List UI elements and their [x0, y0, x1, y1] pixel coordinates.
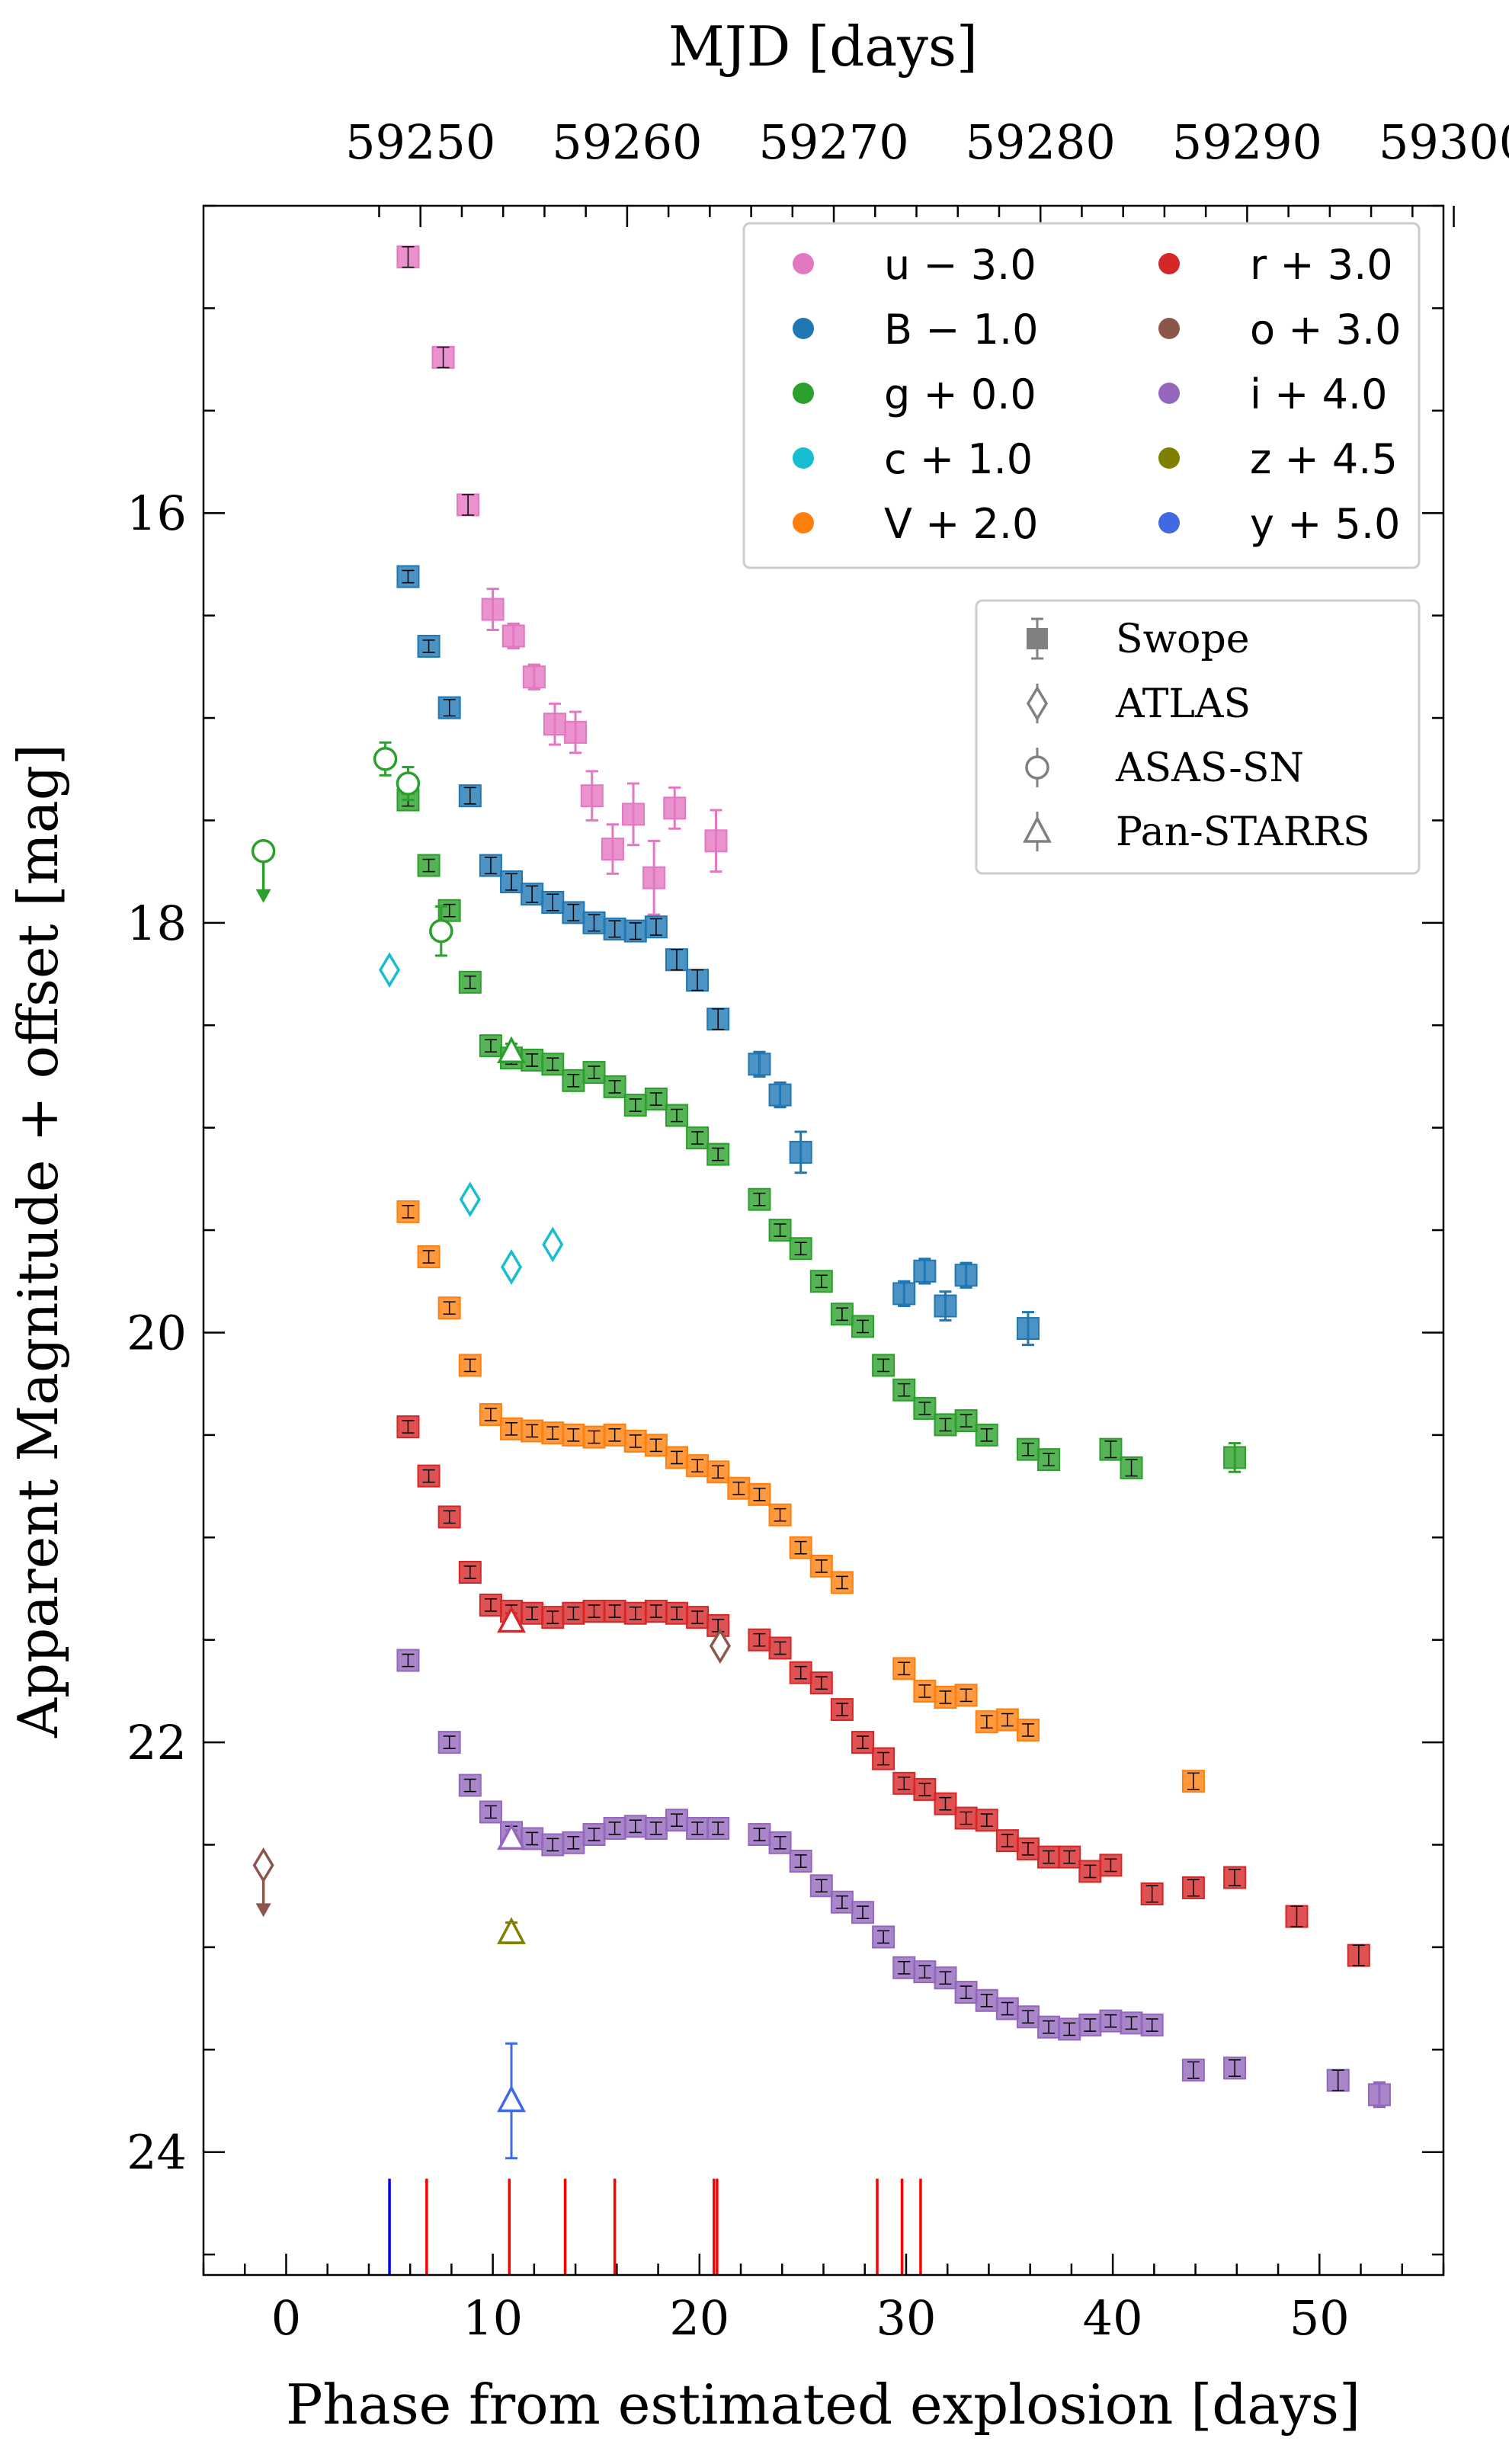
swope-g-point	[644, 1088, 668, 1111]
x-tick-label: 30	[876, 2290, 937, 2346]
x-tick-label: 20	[669, 2290, 729, 2346]
legend-label-V: V + 2.0	[884, 500, 1038, 548]
legend-survey-label: ATLAS	[1115, 681, 1251, 727]
legend-label-c: c + 1.0	[884, 435, 1033, 483]
panstarrs-i-point	[497, 1822, 526, 1850]
swope-i-point	[644, 1816, 668, 1840]
atlas-o-point	[709, 1628, 731, 1665]
swope-i-point	[479, 1800, 502, 1824]
swope-i-point	[995, 1997, 1019, 2020]
legend-label-o: o + 3.0	[1250, 306, 1402, 354]
atlas-c-point	[379, 952, 401, 988]
top-tick-label: 59300	[1379, 114, 1509, 170]
asassn-g-point	[429, 918, 453, 944]
top-tick-label: 59250	[345, 114, 495, 170]
legend-survey-label: Pan-STARRS	[1116, 809, 1370, 855]
legend-marker-i	[1158, 383, 1180, 404]
legend-marker-c	[793, 447, 814, 469]
swope-V-point	[830, 1571, 854, 1594]
legend-survey-label: Swope	[1116, 617, 1250, 662]
top-tick-label: 59270	[758, 114, 908, 170]
atlas-c-point	[542, 1226, 564, 1263]
band-legend-frame	[742, 222, 1421, 569]
swope-i-point	[706, 1816, 730, 1840]
tick-labels: 0 10 20 30 40 50 59250 59260 59270 59280 59290 5930…	[127, 114, 1509, 2346]
legend-label-g: g + 0.0	[884, 370, 1036, 418]
top-tick-label: 59260	[552, 114, 702, 170]
legend-marker-y	[1158, 512, 1180, 533]
top-tick-label: 59280	[966, 114, 1116, 170]
upper-limit-arrowhead	[255, 1903, 271, 1918]
legend-panstarrs-marker	[1023, 815, 1052, 843]
legend-marker-r	[1158, 253, 1180, 274]
band-legend: u − 3.0 B − 1.0 g + 0.0 c + 1.0 V + 2.0 r + 3…	[742, 222, 1421, 569]
swope-g-point	[603, 1075, 626, 1098]
x-tick-label: 10	[463, 2290, 523, 2346]
legend-label-i: i + 4.0	[1250, 370, 1387, 418]
legend-marker-V	[793, 512, 814, 533]
x-tick-label: 50	[1290, 2290, 1350, 2346]
asassn-g-point	[373, 747, 398, 771]
y-axis-label: Apparent Magnitude + offset [mag]	[6, 744, 70, 1738]
y-tick-label: 16	[127, 485, 187, 541]
data-points	[251, 245, 1391, 2160]
atlas-c-point	[500, 1249, 523, 1285]
y-tick-label: 18	[127, 896, 187, 951]
panstarrs-z-point	[497, 1917, 526, 1944]
upper-limit-arrowhead	[255, 889, 271, 903]
panstarrs-y-point	[497, 2084, 526, 2113]
legend-swope-marker	[1027, 628, 1048, 649]
legend-label-z: z + 4.5	[1250, 435, 1398, 483]
legend-label-r: r + 3.0	[1250, 241, 1393, 289]
legend-marker-B	[793, 318, 814, 339]
legend-label-y: y + 5.0	[1250, 500, 1400, 548]
swope-V-point	[913, 1679, 937, 1703]
x-axis-label: Phase from estimated explosion [days]	[286, 2373, 1360, 2437]
asassn-g-point	[251, 839, 276, 864]
top-axis-label: MJD [days]	[668, 14, 978, 79]
y-tick-label: 24	[127, 2125, 187, 2180]
panstarrs-g-point	[497, 1036, 526, 1063]
x-tick-label: 40	[1083, 2290, 1143, 2346]
survey-legend-frame	[975, 599, 1421, 875]
legend-label-u: u − 3.0	[884, 241, 1036, 289]
legend-asassn-marker	[1025, 755, 1049, 780]
y-tick-label: 22	[127, 1715, 187, 1770]
top-tick-label: 59290	[1172, 114, 1322, 170]
plot-frame	[202, 204, 1445, 2277]
survey-legend: Swope ATLAS ASAS-SN Pan-STARRS	[975, 599, 1421, 875]
legend-label-B: B − 1.0	[884, 306, 1039, 354]
spectra-epoch-markers	[388, 2178, 922, 2275]
panstarrs-r-point	[497, 1605, 526, 1633]
legend-survey-label: ASAS-SN	[1115, 745, 1304, 791]
atlas-c-point	[459, 1181, 481, 1218]
asassn-g-point	[396, 771, 421, 796]
legend-marker-o	[1158, 318, 1180, 339]
x-tick-label: 0	[271, 2290, 301, 2346]
legend-marker-u	[793, 253, 814, 274]
legend-marker-g	[793, 383, 814, 404]
axis-ticks	[202, 204, 1455, 2275]
legend-atlas-marker	[1026, 685, 1049, 722]
legend-marker-z	[1158, 447, 1180, 469]
swope-i-point	[623, 1815, 647, 1838]
y-tick-label: 20	[127, 1305, 187, 1360]
swope-i-point	[975, 1988, 998, 2012]
